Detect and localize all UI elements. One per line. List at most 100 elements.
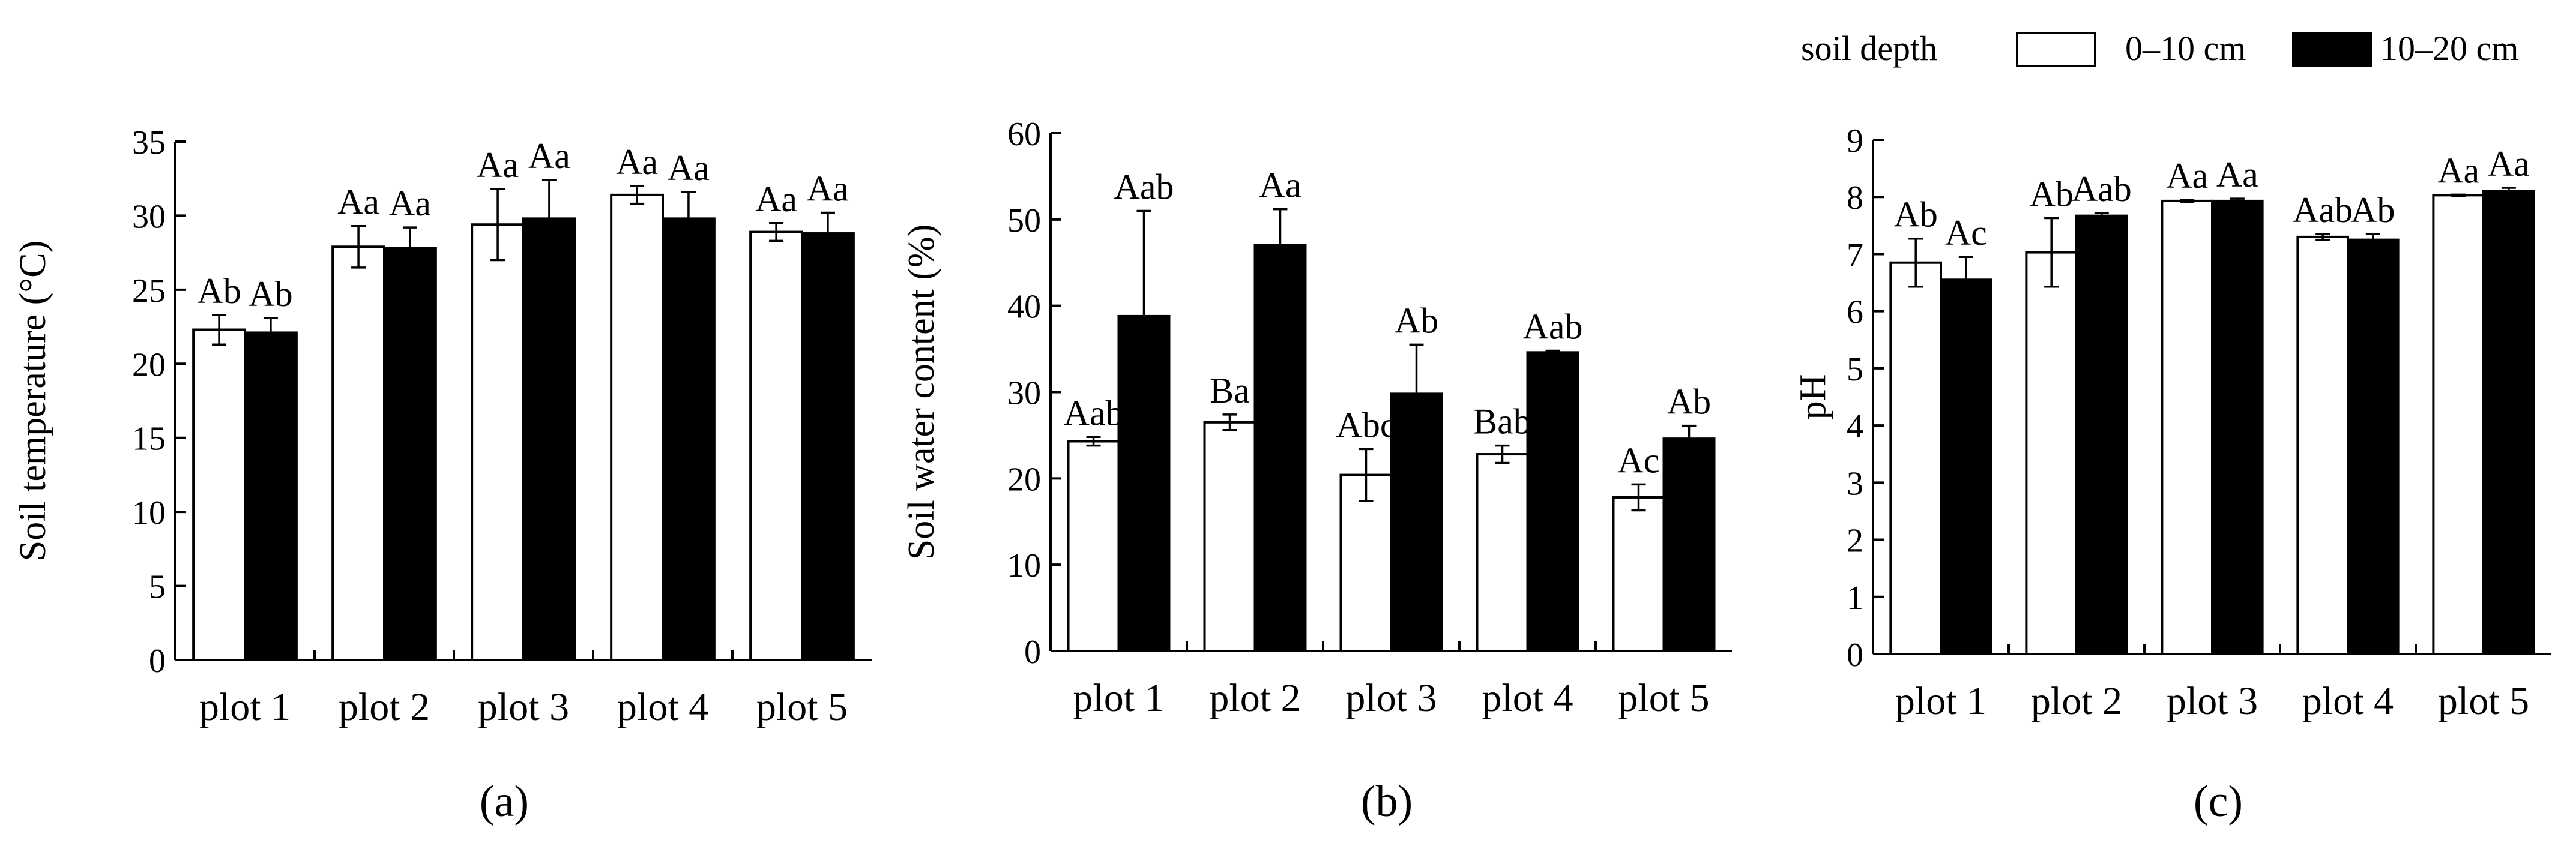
significance-label: Aa (528, 136, 570, 176)
x-tick-label: plot 3 (1345, 676, 1437, 720)
x-tick-label: plot 2 (1209, 676, 1300, 720)
y-tick-label: 0 (1024, 634, 1041, 671)
bar-deep (244, 331, 298, 661)
significance-label: Aab (1064, 393, 1124, 433)
significance-label: Ab (197, 271, 241, 311)
y-tick-label: 5 (149, 569, 166, 606)
significance-label: Ac (1618, 440, 1660, 480)
bar-shallow (1339, 473, 1393, 653)
bar-deep (1526, 351, 1579, 652)
significance-label: Ab (1395, 301, 1438, 340)
bar-deep (1662, 437, 1716, 652)
x-tick-label: plot 3 (478, 685, 569, 729)
bar-deep (801, 232, 855, 661)
bar-shallow (2296, 235, 2349, 655)
significance-label: Ab (2030, 174, 2074, 214)
bar-deep (383, 247, 437, 662)
significance-label: Aa (2216, 155, 2258, 194)
bar-shallow (331, 245, 385, 662)
bar-shallow (2025, 251, 2078, 655)
significance-label: Aab (2293, 190, 2353, 230)
significance-label: Aa (755, 179, 797, 219)
y-tick-label: 30 (132, 198, 166, 235)
x-tick-label: plot 5 (2438, 679, 2529, 723)
bar-shallow (192, 328, 246, 661)
y-tick-label: 40 (1007, 289, 1041, 326)
significance-label: Aa (2437, 151, 2479, 190)
panel-1: 0 5 10 15 20 25 30 35 Soil temperature (°C) plot … (13, 124, 872, 826)
y-tick-label: 10 (1007, 547, 1041, 584)
x-tick-label: plot 4 (2302, 679, 2394, 723)
x-tick-label: plot 1 (1073, 676, 1164, 720)
y-tick-label: 0 (1847, 637, 1863, 674)
bar-shallow (610, 193, 664, 661)
bar-shallow (1476, 453, 1529, 652)
y-tick-label: 30 (1007, 375, 1041, 412)
y-axis-label: pH (1793, 374, 1833, 420)
x-tick-label: plot 4 (1482, 676, 1573, 720)
bar-deep (2075, 214, 2128, 655)
bar-deep (2347, 238, 2400, 655)
y-tick-label: 6 (1847, 294, 1863, 331)
significance-label: Aa (477, 145, 519, 185)
bar-shallow (1612, 496, 1665, 653)
significance-label: Ba (1210, 371, 1250, 410)
significance-label: Ac (1945, 213, 1987, 253)
y-tick-label: 5 (1847, 351, 1863, 388)
panel-label: (b) (1361, 777, 1413, 826)
y-tick-label: 25 (132, 272, 166, 310)
y-tick-label: 9 (1847, 122, 1863, 160)
bar-shallow (2432, 194, 2485, 656)
legend-swatch-0-10cm (2016, 32, 2096, 67)
bar-shallow (749, 230, 804, 661)
legend-swatch-10-20cm (2292, 32, 2372, 67)
y-tick-label: 1 (1847, 580, 1863, 617)
y-tick-label: 0 (149, 643, 166, 680)
y-tick-label: 2 (1847, 523, 1863, 560)
bar-shallow (2161, 199, 2213, 656)
bar-shallow (471, 223, 525, 661)
y-axis-label: Soil temperature (°C) (13, 241, 53, 561)
significance-label: Abc (1336, 405, 1396, 445)
legend-title: soil depth (1801, 29, 1937, 68)
bar-deep (522, 217, 576, 661)
significance-label: Bab (1473, 402, 1531, 442)
significance-label: Aa (807, 169, 849, 208)
significance-label: Aab (1523, 307, 1583, 346)
legend: soil depth 0–10 cm 10–20 cm (1801, 29, 2518, 68)
bar-deep (662, 217, 716, 661)
significance-label: Aa (668, 148, 710, 188)
significance-label: Ab (249, 274, 292, 314)
legend-label-0-10cm: 0–10 cm (2125, 29, 2246, 68)
panel-label: (a) (480, 777, 529, 826)
y-axis-label: Soil water content (%) (901, 224, 942, 560)
significance-label: Aa (337, 182, 379, 222)
significance-label: Aa (616, 142, 658, 182)
significance-label: Ab (2351, 190, 2395, 230)
x-tick-label: plot 2 (339, 685, 430, 729)
y-tick-label: 35 (132, 124, 166, 161)
y-tick-label: 4 (1847, 408, 1863, 445)
bar-shallow (1203, 421, 1256, 652)
y-tick-label: 7 (1847, 236, 1863, 274)
y-tick-label: 10 (132, 494, 166, 532)
significance-label: Ab (1667, 382, 1711, 422)
significance-label: Ab (1894, 195, 1938, 235)
legend-label-10-20cm: 10–20 cm (2380, 29, 2518, 68)
significance-label: Aa (389, 184, 431, 223)
x-tick-label: plot 3 (2167, 679, 2258, 723)
y-tick-label: 15 (132, 421, 166, 458)
x-tick-label: plot 1 (199, 685, 291, 729)
significance-label: Aa (1259, 166, 1302, 205)
bar-shallow (1067, 440, 1120, 652)
bar-deep (2482, 190, 2535, 655)
y-tick-label: 3 (1847, 465, 1863, 502)
x-tick-label: plot 5 (756, 685, 848, 729)
significance-label: Aab (2072, 169, 2132, 209)
x-tick-label: plot 4 (617, 685, 708, 729)
significance-label: Aa (2488, 144, 2530, 184)
significance-label: Aa (2166, 156, 2208, 196)
bar-deep (2211, 199, 2264, 656)
